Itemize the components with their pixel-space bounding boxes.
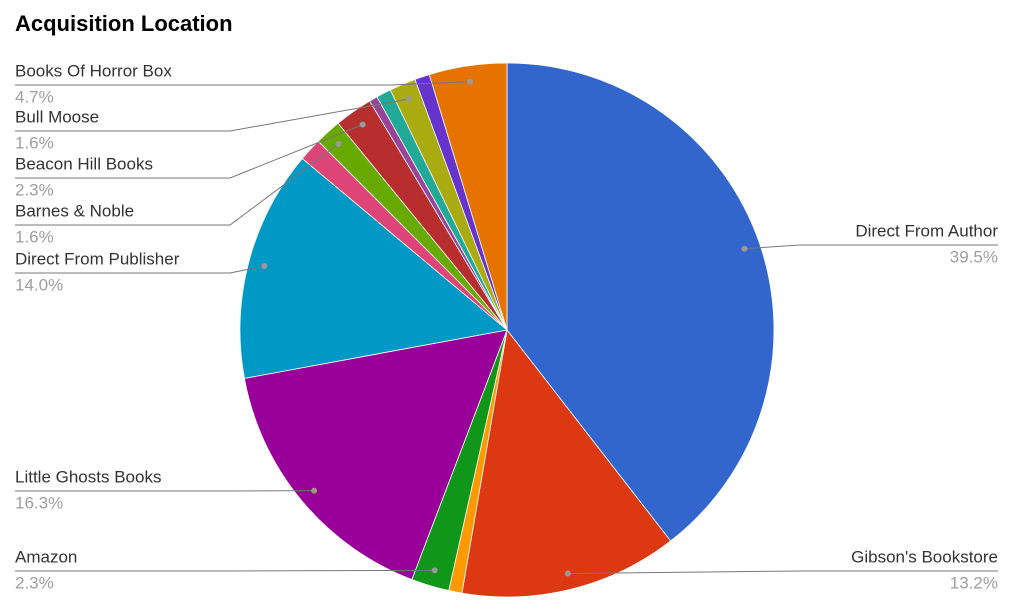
leader-dot — [359, 121, 366, 128]
pie-slice — [428, 62, 508, 331]
slice-label: Little Ghosts Books — [15, 467, 161, 486]
slice-label: Gibson's Bookstore — [851, 547, 998, 566]
leader-line — [744, 244, 998, 250]
slice-value-label: 4.7% — [15, 87, 54, 106]
slice-value-label: 13.2% — [950, 573, 998, 592]
leader-dot — [564, 570, 571, 577]
leader-dot — [741, 245, 748, 252]
leader-line — [15, 124, 363, 179]
leader-dot — [335, 140, 342, 147]
pie-slice — [239, 157, 508, 379]
leader-dot — [311, 487, 318, 494]
slice-value-label: 14.0% — [15, 275, 63, 294]
slice-label: Books Of Horror Box — [15, 61, 172, 80]
slice-value-label: 1.6% — [15, 227, 54, 246]
leader-dot — [467, 78, 474, 85]
chart-title: Acquisition Location — [15, 11, 233, 36]
slice-value-label: 39.5% — [950, 247, 998, 266]
slice-value-label: 1.6% — [15, 133, 54, 152]
slice-label: Direct From Author — [855, 221, 998, 240]
leader-dot — [431, 567, 438, 574]
pie-slice — [506, 62, 775, 542]
slice-value-label: 2.3% — [15, 180, 54, 199]
leader-line — [567, 570, 998, 574]
slice-label: Bull Moose — [15, 107, 99, 126]
slice-label: Barnes & Noble — [15, 201, 134, 220]
pie-slice — [461, 329, 672, 598]
leader-line — [15, 81, 471, 86]
slice-label: Amazon — [15, 547, 77, 566]
pie-slice — [243, 329, 508, 580]
leader-line — [15, 265, 265, 274]
leader-line — [15, 143, 339, 226]
slice-value-label: 2.3% — [15, 573, 54, 592]
leader-dot — [405, 96, 412, 103]
slice-label: Beacon Hill Books — [15, 154, 153, 173]
slice-value-label: 16.3% — [15, 493, 63, 512]
leader-dot — [261, 263, 268, 270]
leader-line — [15, 98, 409, 132]
slice-label: Direct From Publisher — [15, 249, 180, 268]
leader-line — [15, 569, 435, 572]
